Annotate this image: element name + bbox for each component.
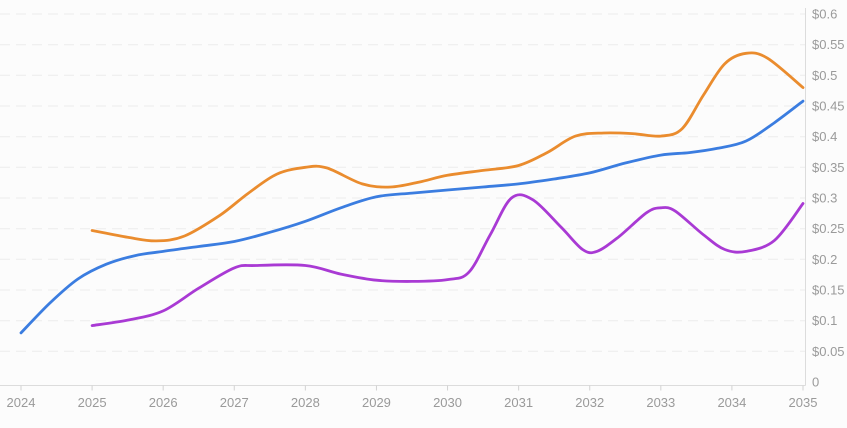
y-tick-label: $0.5	[812, 68, 837, 83]
y-tick-label: $0.05	[812, 344, 845, 359]
x-tick-label: 2033	[646, 395, 675, 410]
orange-forecast-line	[90, 51, 805, 243]
y-tick-label: $0.2	[812, 252, 837, 267]
x-tick-label: 2027	[220, 395, 249, 410]
gridlines	[0, 13, 806, 352]
x-tick-label: 2034	[717, 395, 746, 410]
x-tick-label: 2035	[789, 395, 818, 410]
x-tick-label: 2025	[78, 395, 107, 410]
y-tick-label: $0.45	[812, 99, 845, 114]
x-tick-label: 2024	[7, 395, 36, 410]
y-tick-label: $0.1	[812, 313, 837, 328]
x-tick-label: 2030	[433, 395, 462, 410]
y-axis: $0.6 $0.55 $0.5 $0.45 $0.4 $0.35 $0.3 $0.25 $0.2…	[812, 7, 845, 390]
x-tick-label: 2031	[504, 395, 533, 410]
x-tick-label: 2029	[362, 395, 391, 410]
y-tick-label: $0.4	[812, 129, 837, 144]
y-tick-label: $0.35	[812, 160, 845, 175]
y-tick-label: $0.6	[812, 7, 837, 22]
blue-forecast-line	[19, 99, 805, 335]
y-tick-label: $0.15	[812, 283, 845, 298]
x-tick-label: 2032	[575, 395, 604, 410]
y-tick-label: $0.25	[812, 221, 845, 236]
y-tick-label: 0	[812, 375, 819, 390]
y-tick-label: $0.3	[812, 191, 837, 206]
x-axis: 2024 2025 2026 2027 2028 2029 2030 2031 2032 2033…	[7, 385, 818, 410]
purple-forecast-line	[90, 193, 805, 327]
x-tick-label: 2026	[149, 395, 178, 410]
y-tick-label: $0.55	[812, 37, 845, 52]
x-tick-label: 2028	[291, 395, 320, 410]
